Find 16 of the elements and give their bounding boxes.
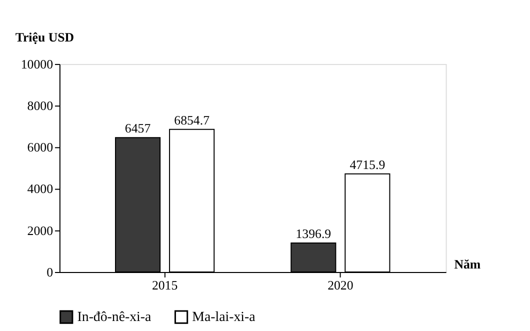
data-label: 6854.7	[174, 113, 210, 128]
data-label: 4715.9	[350, 158, 386, 172]
y-tick-label: 10000	[20, 57, 53, 72]
legend-label: In-đô-nê-xi-a	[77, 308, 152, 324]
y-axis-title: Triệu USD	[15, 30, 74, 45]
y-tick-label: 4000	[27, 182, 53, 196]
y-tick-label: 6000	[27, 140, 53, 155]
legend-label: Ma-lai-xi-a	[192, 308, 256, 324]
x-tick-label: 2015	[152, 278, 178, 292]
y-tick-label: 8000	[27, 99, 53, 114]
x-axis-title: Năm	[454, 258, 481, 272]
y-tick-label: 0	[46, 265, 53, 280]
y-tick-label: 2000	[27, 224, 53, 238]
data-label: 6457	[124, 122, 152, 136]
x-tick-label: 2020	[328, 278, 354, 292]
data-label: 1396.9	[296, 226, 332, 241]
